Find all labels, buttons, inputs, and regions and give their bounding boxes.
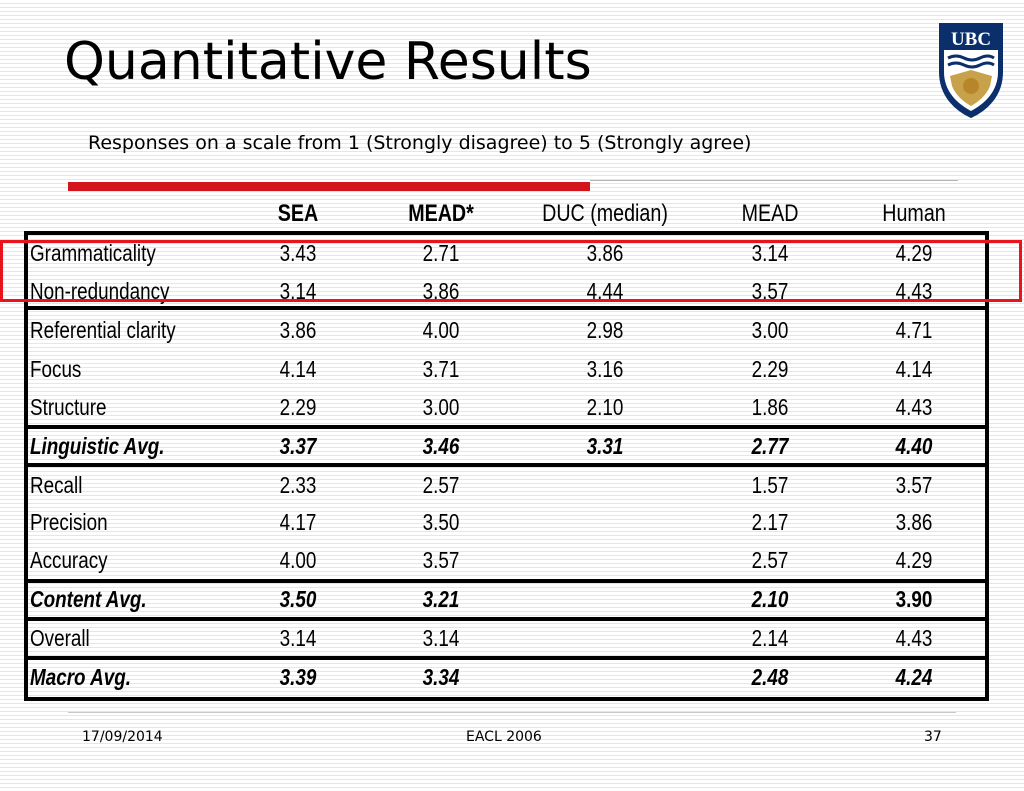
table-row: Referential clarity 3.86 4.00 2.98 3.00 … [0, 313, 1024, 347]
table-row: Precision 4.17 3.50 2.17 3.86 [0, 505, 1024, 539]
ubc-crest-logo: UBC [939, 23, 1003, 119]
row-label: Focus [30, 356, 82, 382]
title-accent-bar [68, 182, 590, 191]
table-row: Grammaticality 3.43 2.71 3.86 3.14 4.29 [0, 236, 1024, 270]
footer-page-number: 37 [924, 729, 942, 745]
row-label: Structure [30, 394, 107, 420]
table-row-content-avg: Content Avg. 3.50 3.21 2.10 3.90 [0, 582, 1024, 616]
table-row-macro-avg: Macro Avg. 3.39 3.34 2.48 4.24 [0, 660, 1024, 694]
row-label: Macro Avg. [30, 664, 131, 690]
row-label: Non-redundancy [30, 278, 170, 304]
row-label: Content Avg. [30, 586, 147, 612]
row-separator [24, 656, 989, 660]
row-separator [24, 579, 989, 583]
table-row: Overall 3.14 3.14 2.14 4.43 [0, 621, 1024, 655]
footer-venue: EACL 2006 [466, 729, 542, 745]
row-label: Referential clarity [30, 317, 176, 343]
table-row-linguistic-avg: Linguistic Avg. 3.37 3.46 3.31 2.77 4.40 [0, 429, 1024, 463]
table-row: Recall 2.33 2.57 1.57 3.57 [0, 468, 1024, 502]
row-label: Overall [30, 625, 90, 651]
title-divider-line [590, 180, 958, 181]
footer-date: 17/09/2014 [82, 729, 163, 745]
row-separator [24, 463, 989, 467]
table-row: Focus 4.14 3.71 3.16 2.29 4.14 [0, 352, 1024, 386]
slide-subtitle: Responses on a scale from 1 (Strongly di… [88, 132, 752, 154]
row-label: Linguistic Avg. [30, 433, 165, 459]
row-label: Accuracy [30, 547, 108, 573]
row-label: Precision [30, 509, 108, 535]
row-separator [24, 306, 989, 310]
row-label: Recall [30, 472, 83, 498]
row-separator [24, 425, 989, 429]
table-row: Structure 2.29 3.00 2.10 1.86 4.43 [0, 390, 1024, 424]
row-label: Grammaticality [30, 240, 156, 266]
table-row: Non-redundancy 3.14 3.86 4.44 3.57 4.43 [0, 274, 1024, 308]
footer-divider [68, 712, 956, 713]
row-separator [24, 617, 989, 621]
slide-title: Quantitative Results [64, 32, 592, 92]
table-header-row: SEA MEAD* DUC (median) MEAD Human [277, 200, 946, 227]
table-row: Accuracy 4.00 3.57 2.57 4.29 [0, 543, 1024, 577]
svg-text:UBC: UBC [951, 29, 991, 50]
